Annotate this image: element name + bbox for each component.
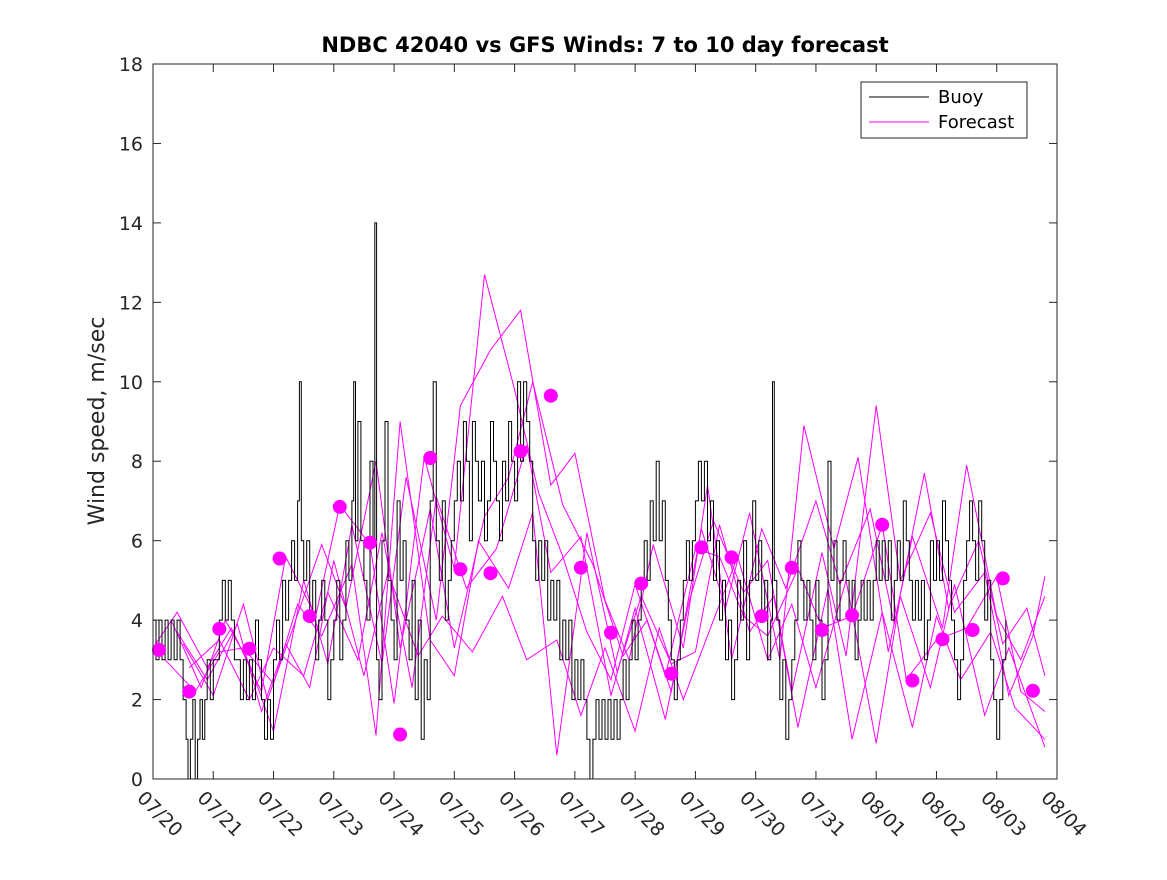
forecast-line-6 (176, 555, 1046, 748)
forecast-point (152, 642, 166, 657)
y-axis-ticks: 0 2 4 6 8 10 12 14 16 18 (119, 54, 1057, 791)
forecast-point (935, 632, 950, 647)
forecast-line-4 (188, 405, 1046, 720)
y-tick-label: 8 (131, 451, 143, 473)
forecast-point (784, 560, 799, 575)
forecast-point (965, 623, 980, 637)
forecast-point (754, 609, 769, 624)
forecast-point (724, 550, 739, 565)
forecast-point (1025, 683, 1040, 698)
forecast-point (212, 621, 227, 636)
forecast-point (332, 499, 347, 514)
forecast-point (423, 451, 438, 465)
forecast-point (875, 517, 890, 532)
forecast-point (815, 623, 829, 637)
y-axis-label: Wind speed, m/sec (85, 317, 110, 526)
forecast-point (573, 560, 588, 575)
forecast-point (483, 566, 498, 581)
forecast-point (393, 727, 408, 742)
legend-box (860, 81, 1028, 139)
y-tick-label: 2 (131, 690, 143, 712)
y-tick-label: 12 (119, 292, 143, 314)
forecast-point (694, 540, 709, 555)
forecast-point (242, 641, 257, 656)
forecast-point (302, 609, 317, 624)
forecast-point (363, 535, 377, 550)
forecast-point (453, 562, 468, 577)
y-tick-label: 4 (131, 610, 143, 632)
chart-title: NDBC 42040 vs GFS Winds: 7 to 10 day for… (321, 33, 888, 57)
forecast-point (634, 576, 649, 591)
forecast-point (664, 666, 679, 681)
forecast-point (995, 571, 1010, 586)
y-tick-label: 18 (119, 54, 143, 76)
forecast-point (272, 551, 287, 566)
forecast-point (513, 444, 528, 459)
y-tick-label: 0 (131, 769, 143, 791)
forecast-point (845, 608, 860, 623)
y-tick-label: 6 (131, 531, 143, 553)
forecast-point (905, 673, 920, 688)
plot-marks (152, 222, 1046, 780)
legend: Buoy Forecast (860, 81, 1028, 139)
y-tick-label: 10 (119, 372, 143, 394)
forecast-point (182, 684, 197, 699)
legend-entry-forecast: Forecast (938, 112, 1014, 133)
axes-frame (152, 63, 1058, 780)
forecast-point (604, 625, 618, 640)
buoy-line (153, 222, 1007, 780)
y-tick-label: 16 (119, 133, 143, 155)
legend-entry-buoy: Buoy (938, 87, 984, 108)
y-tick-label: 14 (119, 213, 143, 235)
forecast-point (543, 388, 558, 403)
forecast-line-3 (182, 381, 1046, 702)
